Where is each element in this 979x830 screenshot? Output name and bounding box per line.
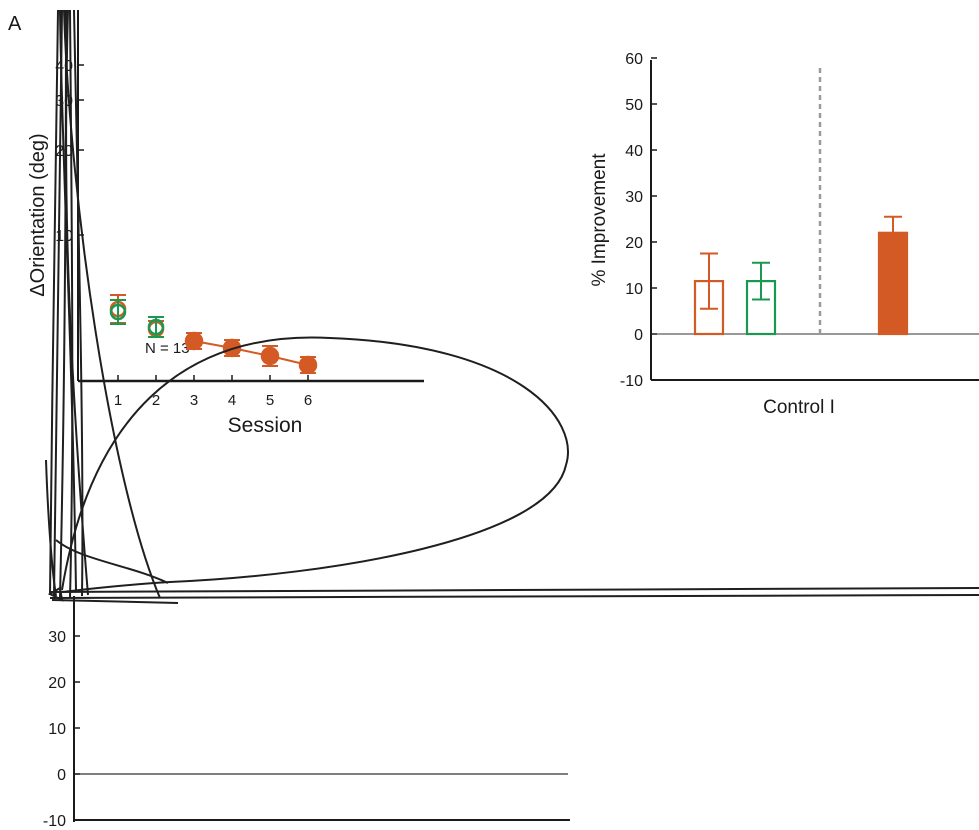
bottom-y-tick-label: 30 [48, 629, 66, 646]
bottom-y-tick-label: -10 [43, 813, 66, 830]
stray-line [69, 9, 74, 598]
panel-label: A [8, 13, 22, 35]
left-y-tick-label: 40 [55, 58, 73, 75]
data-point [147, 318, 165, 336]
stray-line [47, 586, 64, 602]
right-panel: % Improvement -10 0 10 20 30 40 50 60 Control I [589, 51, 979, 418]
right-y-axis-label: % Improvement [589, 153, 610, 287]
left-x-tick-label: 5 [266, 392, 274, 409]
right-y-tick-label: 30 [625, 189, 643, 206]
left-x-tick-label: 6 [304, 392, 312, 409]
bottom-panel: -10 0 10 20 30 [43, 596, 570, 830]
right-y-tick-label: 0 [634, 327, 643, 344]
right-y-tick-label: 20 [625, 235, 643, 252]
left-y-axis-label: ΔOrientation (deg) [27, 133, 49, 296]
right-y-tick-label: 40 [625, 143, 643, 160]
bar [877, 231, 909, 336]
left-x-axis-label: Session [228, 414, 303, 437]
left-x-tick-label: 4 [228, 392, 236, 409]
stray-line [59, 9, 77, 591]
bottom-y-tick-label: 0 [57, 767, 66, 784]
right-bars [693, 215, 909, 336]
bottom-y-ticks: -10 0 10 20 30 [43, 629, 80, 830]
stray-line [55, 539, 169, 584]
n-annotation: N = 13 [145, 340, 190, 357]
stray-line [49, 9, 59, 596]
left-x-tick-label: 2 [152, 392, 160, 409]
stray-line [51, 599, 179, 604]
left-x-tick-label: 1 [114, 392, 122, 409]
data-point [184, 331, 204, 351]
right-y-tick-label: 60 [625, 51, 643, 68]
bottom-y-tick-label: 10 [48, 721, 66, 738]
stray-line [63, 9, 161, 599]
data-point [260, 346, 280, 366]
right-x-axis-label: Control I [763, 397, 835, 418]
left-x-tick-label: 3 [190, 392, 198, 409]
left-x-ticks: 1 2 3 4 5 6 [114, 375, 312, 409]
data-point [109, 303, 127, 321]
stray-line [45, 459, 57, 597]
bottom-y-tick-label: 20 [48, 675, 66, 692]
stray-strokes [45, 9, 979, 604]
stray-line [49, 594, 979, 599]
right-y-tick-label: -10 [620, 373, 643, 390]
stray-line [49, 587, 979, 593]
data-point [298, 355, 318, 375]
right-y-tick-label: 10 [625, 281, 643, 298]
right-y-ticks: -10 0 10 20 30 40 50 60 [620, 51, 657, 390]
stray-loop [61, 336, 569, 593]
right-y-tick-label: 50 [625, 97, 643, 114]
left-data-points [109, 294, 318, 375]
